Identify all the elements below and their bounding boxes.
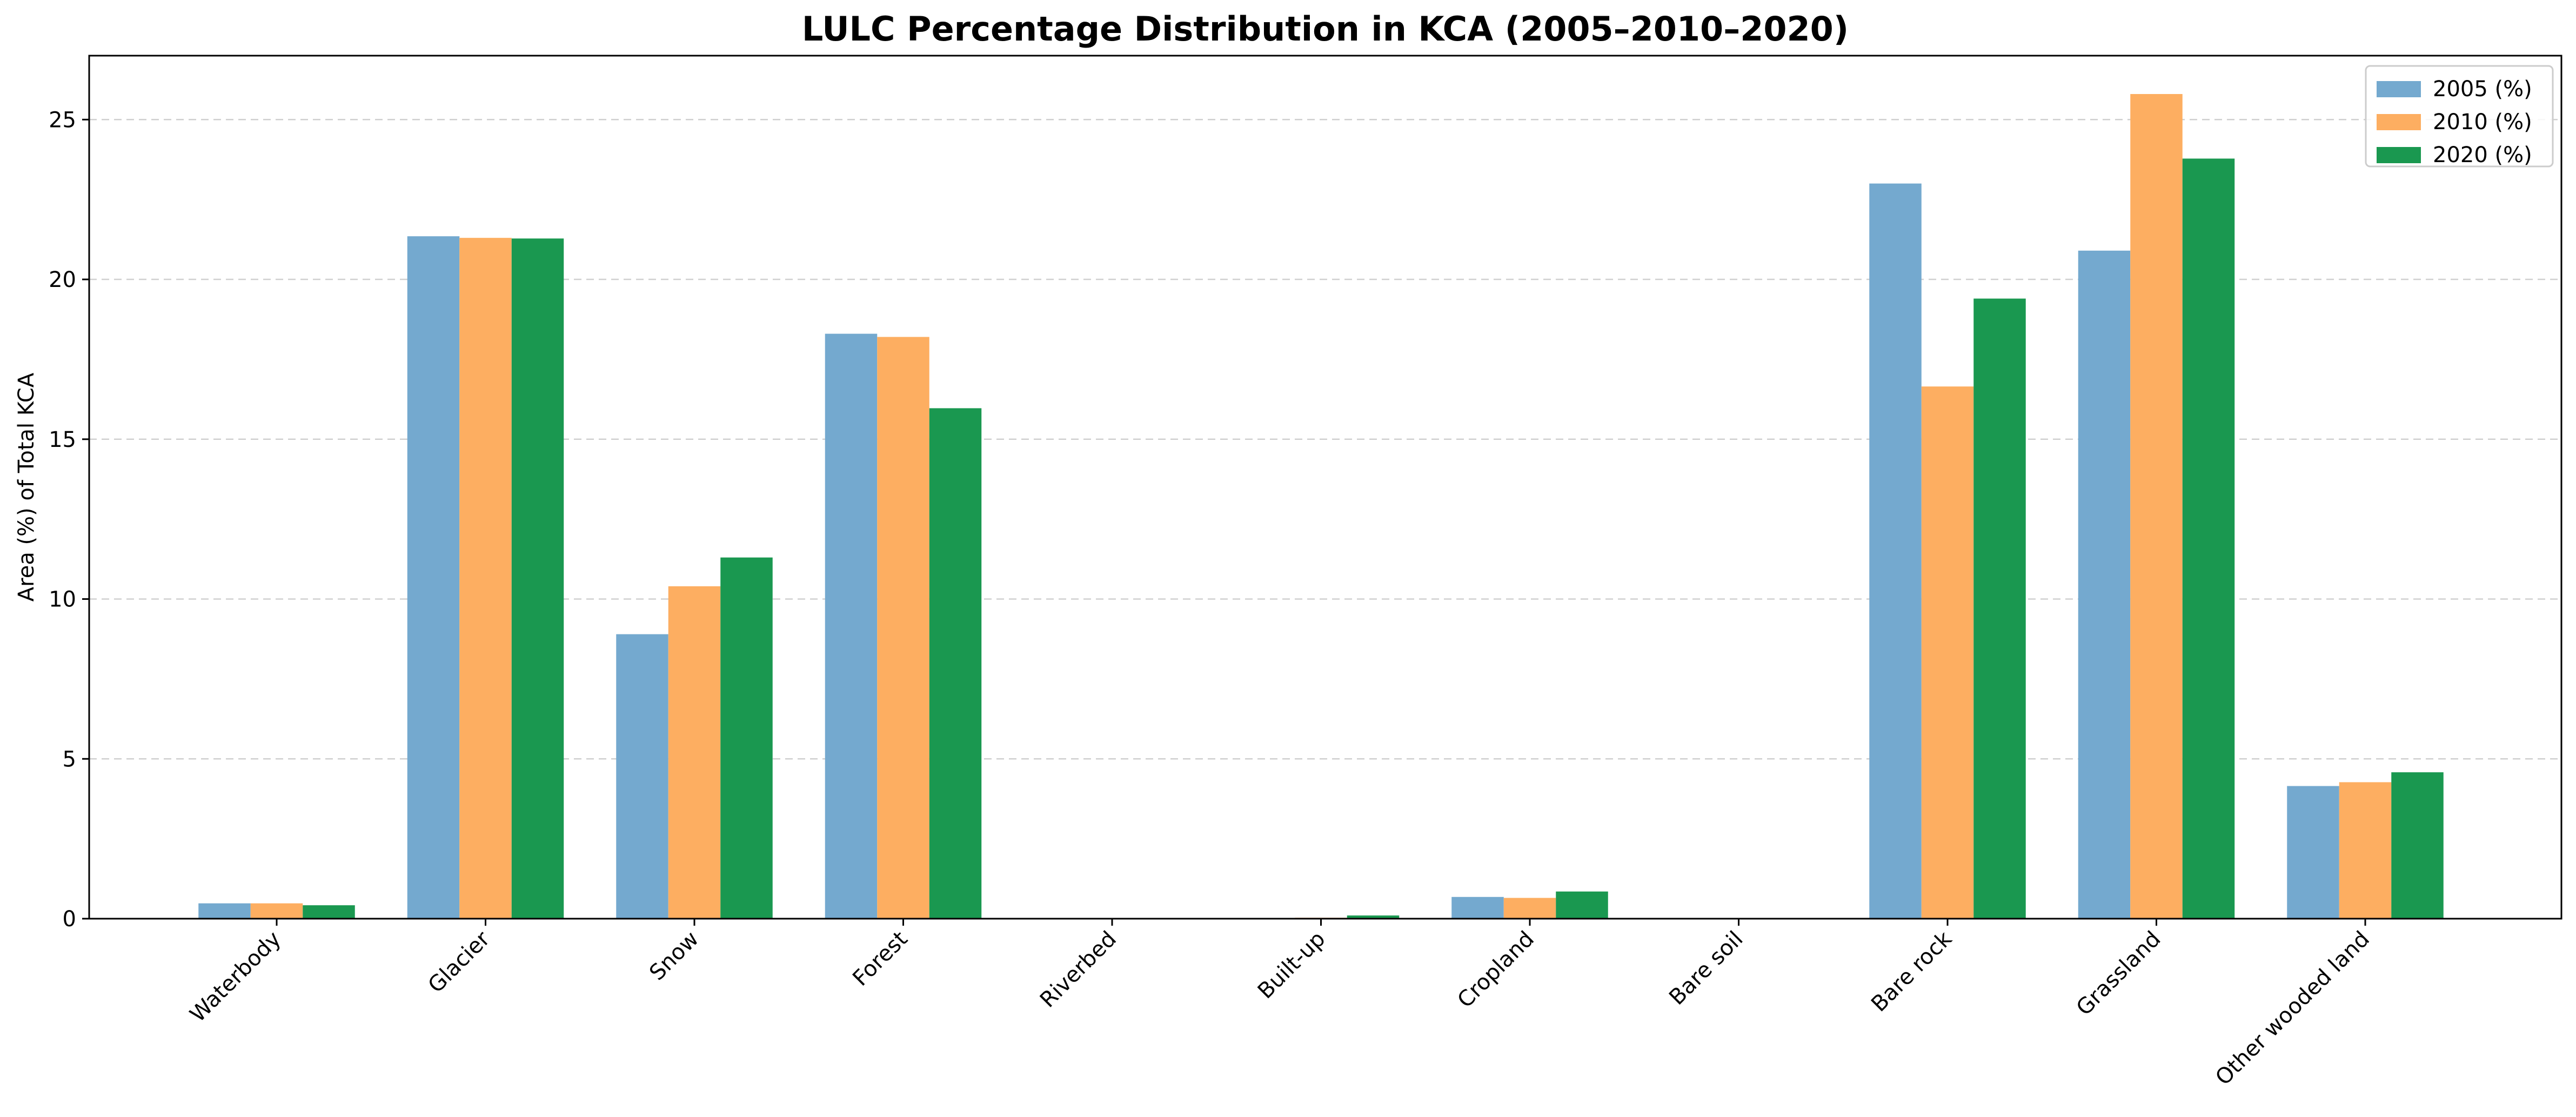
y-tick-label: 15 (49, 427, 76, 452)
bar-bare-rock-0 (1869, 183, 1922, 919)
bar-waterbody-2 (303, 905, 355, 919)
bar-grassland-2 (2182, 158, 2235, 919)
y-tick-label: 25 (49, 108, 76, 132)
x-tick-label: Other wooded land (2211, 927, 2374, 1091)
bars (198, 93, 2444, 919)
bar-forest-1 (877, 337, 929, 919)
bar-other-wooded-land-2 (2391, 772, 2444, 919)
x-tick-label: Built-up (1253, 927, 1330, 1004)
x-tick-label: Glacier (423, 926, 494, 998)
bar-cropland-0 (1451, 897, 1504, 919)
legend-label: 2005 (%) (2433, 77, 2532, 102)
legend-swatch (2377, 81, 2421, 97)
bar-forest-2 (929, 408, 982, 919)
bar-grassland-0 (2078, 250, 2131, 919)
bar-glacier-0 (407, 236, 460, 919)
plot-area-frame (88, 55, 2562, 920)
bar-grassland-1 (2130, 93, 2183, 919)
x-axis: Waterbody Glacier Snow Forest Riverbed Built-… (185, 919, 2374, 1090)
y-tick-label: 0 (63, 907, 76, 932)
bar-built-up-2 (1347, 915, 1400, 919)
x-tick-label: Riverbed (1035, 927, 1121, 1013)
x-tick-label: Cropland (1453, 927, 1539, 1013)
legend-label: 2020 (%) (2433, 143, 2532, 168)
legend-label: 2010 (%) (2433, 110, 2532, 135)
x-tick-label: Bare rock (1866, 926, 1957, 1016)
y-tick-label: 5 (63, 747, 76, 772)
bar-bare-rock-2 (1973, 298, 2026, 919)
x-tick-label: Grassland (2072, 927, 2166, 1021)
bar-bare-rock-1 (1921, 386, 1974, 919)
chart-title: LULC Percentage Distribution in KCA (200… (802, 9, 1849, 49)
legend-swatch (2377, 147, 2421, 163)
y-tick-label: 20 (49, 267, 76, 292)
bar-glacier-1 (459, 238, 512, 919)
x-tick-label: Waterbody (185, 927, 286, 1027)
legend: 2005 (%) 2010 (%) 2020 (%) (2365, 65, 2554, 168)
x-tick-label: Bare soil (1664, 927, 1748, 1010)
bar-other-wooded-land-1 (2339, 782, 2392, 919)
bar-snow-1 (668, 586, 721, 919)
y-tick-label: 10 (49, 587, 76, 612)
y-axis-title: Area (%) of Total KCA (14, 372, 39, 601)
bar-cropland-1 (1503, 898, 1556, 919)
x-tick-label: Snow (645, 927, 704, 986)
bar-cropland-2 (1556, 891, 1608, 919)
y-axis: 0 5 10 15 20 25 (49, 108, 89, 932)
bar-other-wooded-land-0 (2287, 786, 2339, 919)
bar-snow-2 (720, 557, 773, 919)
x-tick-label: Forest (848, 927, 912, 991)
bar-forest-0 (825, 333, 878, 919)
legend-swatch (2377, 114, 2421, 130)
bar-waterbody-0 (198, 903, 251, 919)
bar-snow-0 (616, 634, 668, 919)
bar-waterbody-1 (250, 903, 303, 919)
bar-glacier-2 (511, 238, 564, 919)
